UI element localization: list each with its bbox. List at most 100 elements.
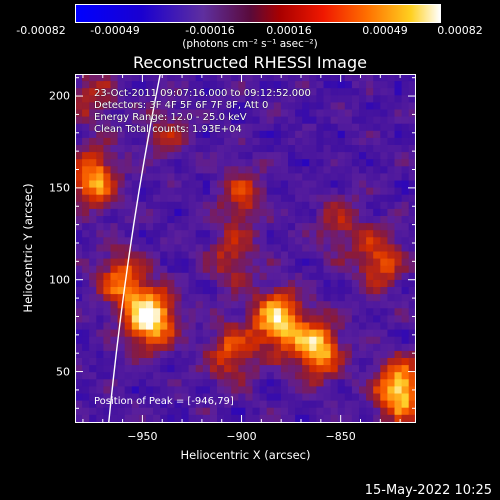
- heatmap-cell: [302, 386, 310, 394]
- heatmap-cell: [181, 379, 189, 387]
- heatmap-cell: [366, 372, 374, 380]
- heatmap-cell: [323, 336, 331, 345]
- heatmap-cell: [89, 95, 97, 103]
- heatmap-cell: [408, 407, 416, 416]
- heatmap-cell: [252, 421, 260, 423]
- heatmap-cell: [337, 407, 346, 416]
- heatmap-cell: [302, 123, 310, 132]
- heatmap-cell: [295, 414, 303, 423]
- heatmap-cell: [309, 251, 317, 259]
- heatmap-cell: [337, 393, 346, 401]
- heatmap-cell: [316, 145, 324, 153]
- heatmap-cell: [273, 279, 282, 288]
- heatmap-cell: [89, 379, 97, 387]
- heatmap-cell: [160, 208, 168, 217]
- heatmap-cell: [408, 201, 416, 210]
- heatmap-cell: [295, 343, 303, 352]
- heatmap-cell: [337, 216, 346, 224]
- heatmap-cell: [394, 287, 402, 295]
- heatmap-cell: [351, 301, 360, 309]
- heatmap-cell: [131, 95, 140, 103]
- heatmap-cell: [394, 201, 402, 210]
- heatmap-cell: [146, 393, 154, 401]
- heatmap-cell: [323, 102, 331, 110]
- heatmap-cell: [309, 287, 317, 295]
- heatmap-cell: [380, 145, 388, 153]
- heatmap-cell: [195, 95, 204, 103]
- heatmap-cell: [408, 244, 416, 252]
- heatmap-cell: [252, 414, 260, 423]
- heatmap-cell: [366, 130, 374, 139]
- heatmap-cell: [316, 287, 324, 295]
- heatmap-cell: [302, 365, 310, 373]
- heatmap-cell: [387, 279, 395, 288]
- heatmap-cell: [202, 343, 211, 352]
- heatmap-cell: [174, 102, 182, 110]
- heatmap-cell: [302, 201, 310, 210]
- heatmap-cell: [188, 244, 197, 252]
- heatmap-cell: [309, 95, 317, 103]
- heatmap-cell: [188, 88, 197, 96]
- heatmap-cell: [231, 187, 239, 196]
- heatmap-cell: [89, 102, 97, 110]
- heatmap-cell: [195, 315, 204, 323]
- heatmap-cell: [359, 230, 367, 238]
- heatmap-cell: [401, 173, 410, 181]
- heatmap-cell: [195, 308, 204, 316]
- heatmap-cell: [266, 194, 275, 203]
- heatmap-cell: [408, 137, 416, 146]
- heatmap-cell: [323, 400, 331, 409]
- heatmap-cell: [117, 421, 126, 423]
- heatmap-cell: [153, 322, 161, 330]
- heatmap-cell: [231, 322, 239, 330]
- heatmap-cell: [238, 109, 246, 117]
- heatmap-cell: [146, 216, 154, 224]
- heatmap-cell: [138, 358, 147, 366]
- heatmap-cell: [380, 81, 388, 89]
- heatmap-cell: [167, 365, 175, 373]
- heatmap-cell: [309, 187, 317, 196]
- heatmap-cell: [89, 201, 97, 210]
- heatmap-cell: [89, 294, 97, 302]
- heatmap-cell: [174, 315, 182, 323]
- heatmap-cell: [359, 343, 367, 352]
- heatmap-cell: [167, 109, 175, 117]
- heatmap-cell: [124, 372, 133, 380]
- heatmap-cell: [302, 102, 310, 110]
- heatmap-cell: [337, 322, 346, 330]
- heatmap-cell: [245, 251, 253, 259]
- heatmap-cell: [273, 393, 282, 401]
- heatmap-cell: [252, 315, 260, 323]
- heatmap-cell: [359, 294, 367, 302]
- heatmap-cell: [202, 74, 211, 82]
- heatmap-cell: [401, 180, 410, 188]
- heatmap-cell: [117, 208, 126, 217]
- heatmap-cell: [117, 116, 126, 125]
- heatmap-cell: [238, 88, 246, 96]
- heatmap-cell: [252, 216, 260, 224]
- heatmap-cell: [344, 336, 353, 345]
- heatmap-cell: [89, 393, 97, 401]
- heatmap-cell: [408, 194, 416, 203]
- heatmap-cell: [160, 315, 168, 323]
- heatmap-cell: [359, 88, 367, 96]
- heatmap-cell: [167, 74, 175, 82]
- heatmap-cell: [117, 251, 126, 259]
- heatmap-cell: [394, 208, 402, 217]
- heatmap-cell: [209, 74, 218, 82]
- heatmap-cell: [408, 237, 416, 245]
- heatmap-cell: [174, 350, 182, 359]
- heatmap-cell: [245, 173, 253, 181]
- heatmap-cell: [209, 421, 218, 423]
- heatmap-cell: [195, 216, 204, 224]
- heatmap-cell: [124, 116, 133, 125]
- heatmap-cell: [146, 272, 154, 281]
- y-tick-label: 150: [49, 181, 70, 195]
- heatmap-cell: [195, 223, 204, 231]
- heatmap-cell: [174, 372, 182, 380]
- heatmap-cell: [259, 329, 268, 338]
- heatmap-cell: [124, 336, 133, 345]
- heatmap-cell: [89, 350, 97, 359]
- heatmap-cell: [174, 308, 182, 316]
- heatmap-cell: [146, 145, 154, 153]
